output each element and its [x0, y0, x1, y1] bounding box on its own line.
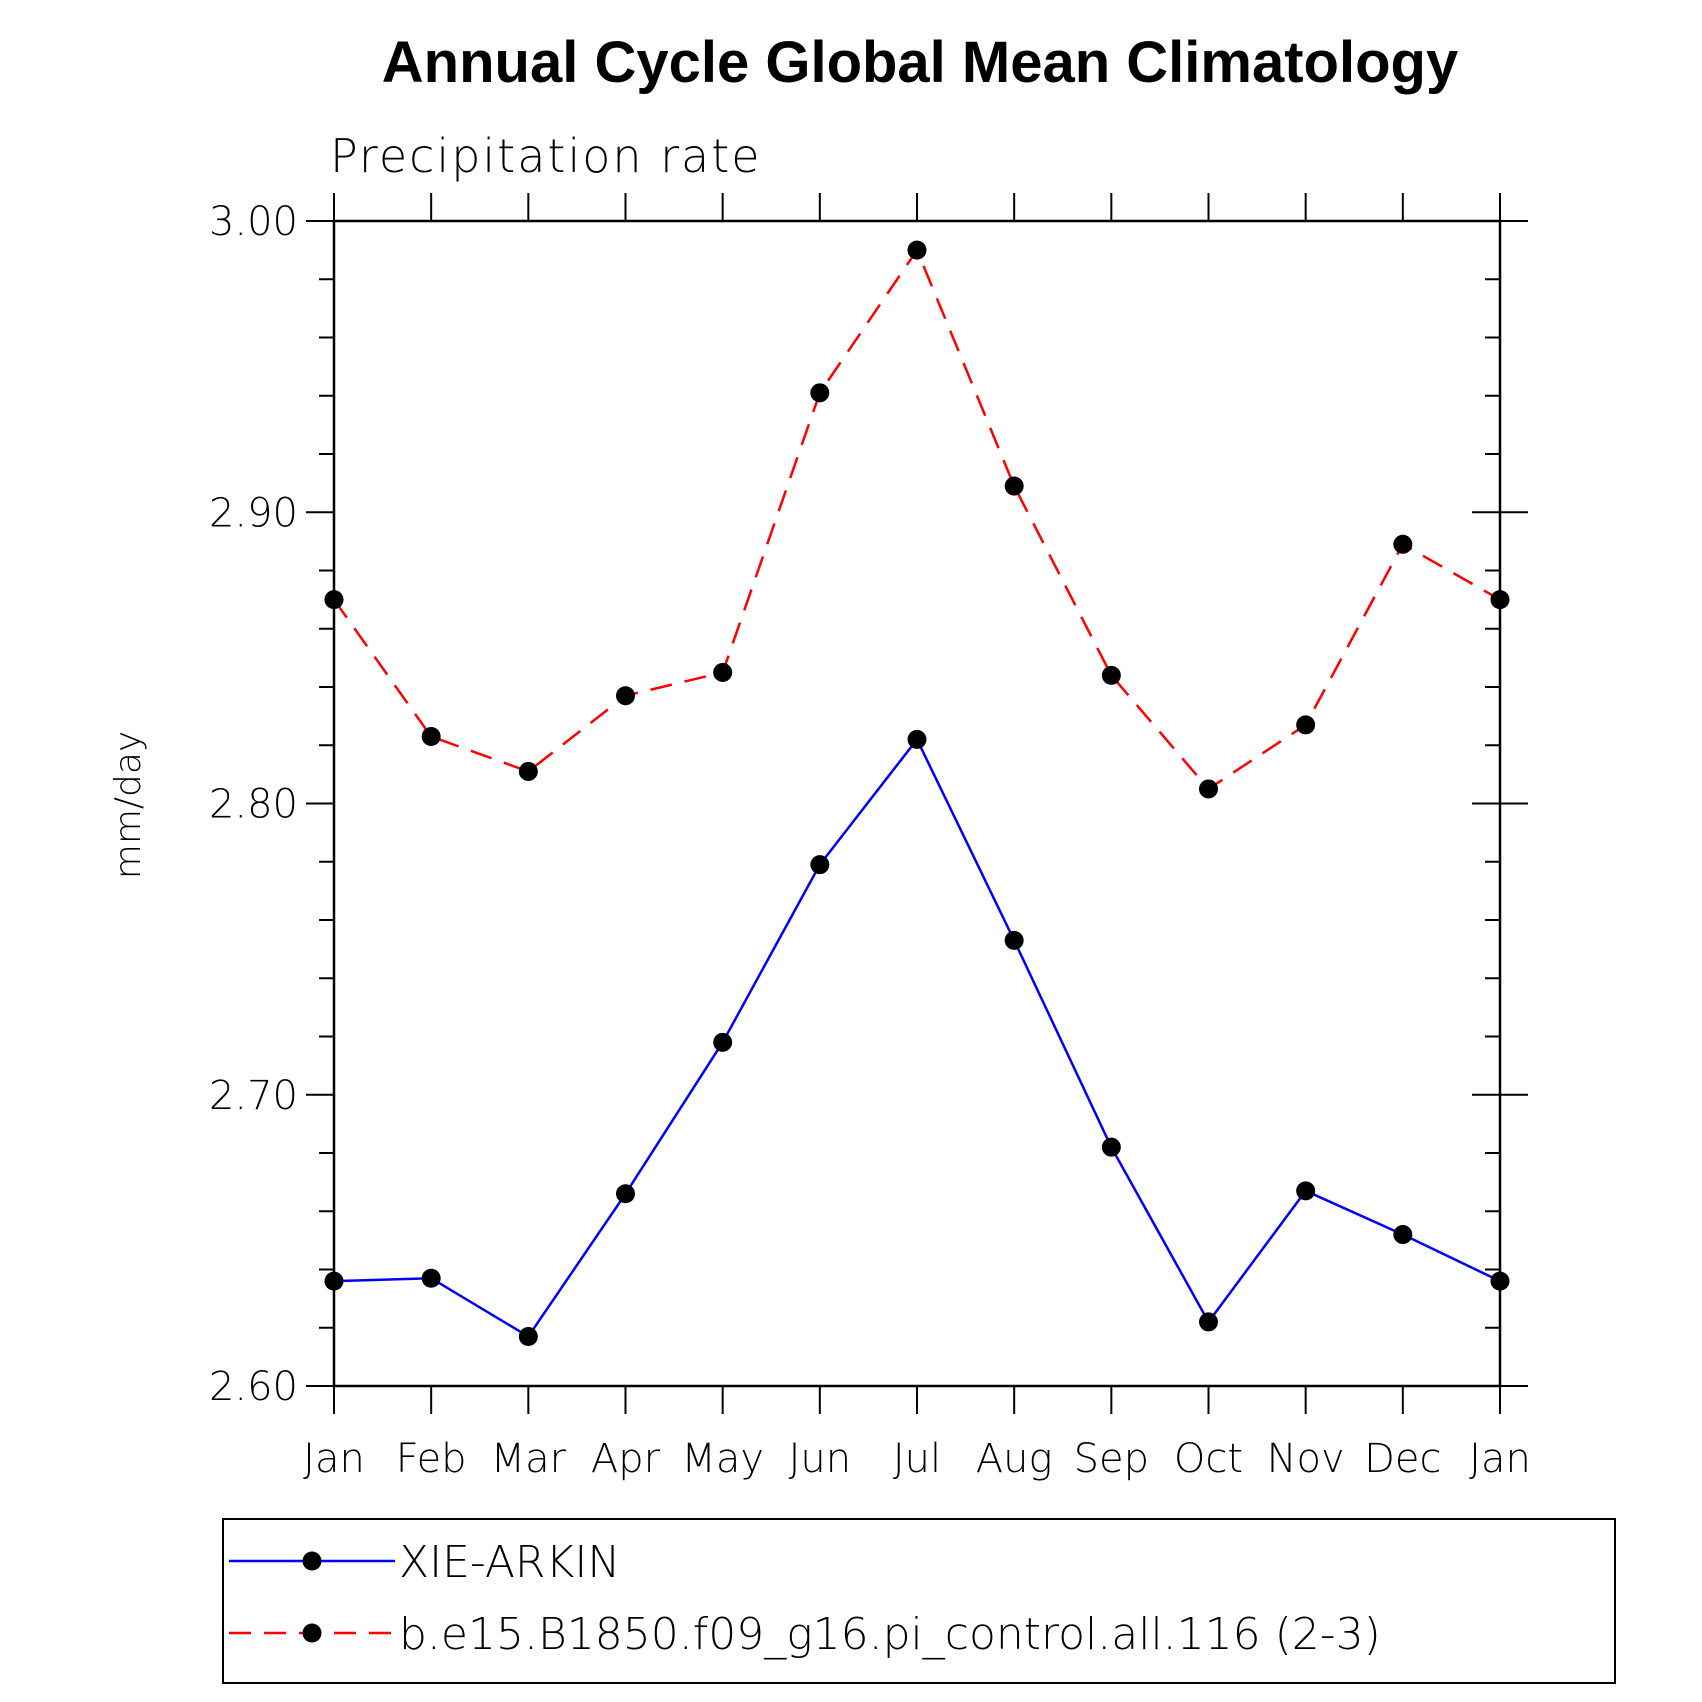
x-tick-label: Feb	[396, 1436, 467, 1482]
y-tick-label: 2.70	[209, 1073, 298, 1119]
data-point-series-1	[1199, 1312, 1218, 1332]
x-tick-label: Jun	[789, 1436, 852, 1482]
data-point-series-2	[616, 686, 635, 706]
data-point-series-2	[1199, 779, 1218, 799]
data-point-series-2	[1004, 476, 1024, 496]
data-point-series-2	[907, 240, 927, 260]
data-point-series-1	[1004, 930, 1024, 950]
data-point-series-1	[810, 855, 830, 875]
data-point-series-1	[518, 1326, 538, 1346]
y-tick-label: 3.00	[209, 199, 298, 245]
data-point-series-2	[1296, 715, 1316, 735]
x-tick-label: Jul	[893, 1436, 941, 1482]
series-line-2	[332, 247, 1501, 791]
data-point-series-2	[1101, 665, 1121, 685]
legend: XIE-ARKIN b.e15.B1850.f09_g16.pi_control.…	[222, 1518, 1616, 1684]
x-tick-label: Dec	[1364, 1436, 1441, 1482]
x-tick-label: Sep	[1074, 1436, 1149, 1482]
plot-frame	[332, 219, 1502, 1388]
y-axis-label: mm/day	[108, 731, 149, 879]
x-tick-label: Nov	[1267, 1436, 1345, 1482]
data-point-series-1	[713, 1032, 733, 1052]
x-tick-label: Mar	[491, 1436, 567, 1482]
chart-title: Annual Cycle Global Mean Climatology	[382, 30, 1458, 95]
data-point-series-2	[810, 383, 830, 403]
data-point-series-1	[324, 1271, 344, 1291]
x-tick-label: Aug	[976, 1436, 1053, 1482]
y-tick-label: 2.90	[209, 490, 298, 536]
data-point-series-2	[324, 590, 344, 610]
x-tick-label: Apr	[591, 1436, 661, 1482]
x-tick-label: May	[681, 1436, 764, 1482]
chart-subtitle: Precipitation rate	[330, 129, 762, 183]
data-point-series-2	[421, 727, 441, 747]
x-tick-label: Jan	[303, 1436, 365, 1482]
data-point-series-1	[421, 1268, 441, 1288]
series-line-1	[333, 737, 1501, 1339]
data-point-series-2	[1490, 590, 1510, 610]
data-point-series-1	[907, 729, 927, 749]
data-point-series-1	[616, 1184, 635, 1204]
legend-marker-2	[302, 1623, 322, 1643]
x-tick-label: Jan	[1469, 1436, 1531, 1482]
data-point-series-2	[713, 662, 733, 682]
legend-box	[222, 1518, 1616, 1684]
y-tick-label: 2.80	[209, 782, 298, 828]
data-point-series-1	[1101, 1137, 1121, 1157]
data-point-series-1	[1296, 1181, 1316, 1201]
data-point-series-2	[1393, 534, 1413, 554]
legend-marker-1	[302, 1551, 322, 1571]
plot-area: 2.60 2.70 2.80 2.90 3.00 Jan Feb Mar Apr May Jun Ju…	[209, 193, 1531, 1482]
data-point-series-1	[1490, 1271, 1510, 1291]
data-point-series-2	[518, 761, 538, 781]
y-tick-label: 2.60	[209, 1364, 298, 1410]
legend-label-1: XIE-ARKIN	[399, 1537, 620, 1588]
data-point-series-1	[1393, 1225, 1413, 1245]
x-tick-label: Oct	[1174, 1436, 1243, 1482]
legend-label-2: b.e15.B1850.f09_g16.pi_control.all.116 (…	[399, 1609, 1381, 1660]
